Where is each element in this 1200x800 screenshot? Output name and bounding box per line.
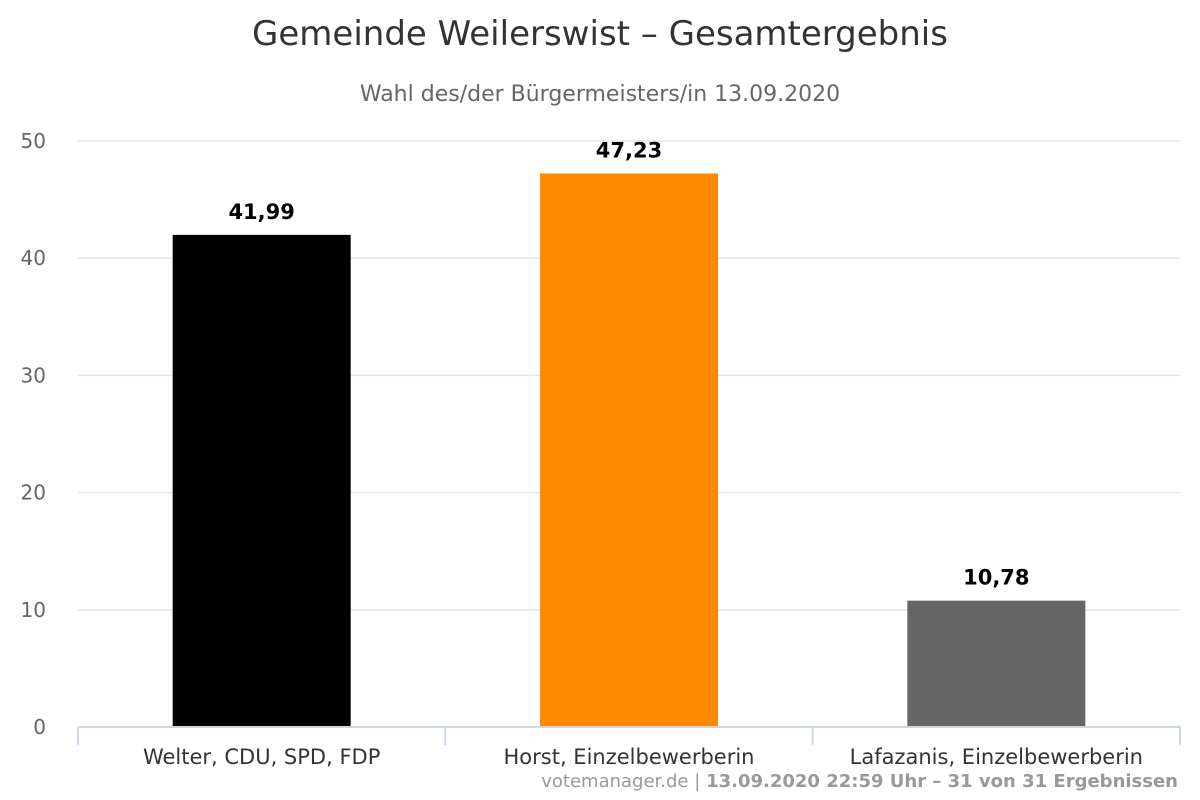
y-tick-label: 40 bbox=[21, 246, 46, 270]
y-axis-ticks: 0 10 20 30 40 50 bbox=[21, 129, 46, 739]
bar[interactable] bbox=[172, 234, 351, 727]
credits-separator: | bbox=[694, 771, 701, 792]
bar[interactable] bbox=[907, 600, 1086, 727]
credits-status: 13.09.2020 22:59 Uhr – 31 von 31 Ergebni… bbox=[706, 771, 1178, 792]
credits-source[interactable]: votemanager.de bbox=[541, 771, 689, 792]
chart-subtitle: Wahl des/der Bürgermeisters/in 13.09.202… bbox=[359, 82, 841, 107]
x-axis: Welter, CDU, SPD, FDP Horst, Einzelbewerb… bbox=[77, 726, 1181, 769]
y-tick-label: 50 bbox=[21, 129, 46, 153]
bar[interactable] bbox=[540, 173, 718, 727]
bars bbox=[172, 173, 1086, 727]
data-label: 10,78 bbox=[963, 566, 1029, 590]
y-tick-label: 30 bbox=[21, 363, 46, 387]
data-label: 47,23 bbox=[596, 138, 662, 162]
y-tick-label: 10 bbox=[21, 598, 46, 622]
credits[interactable]: votemanager.de | 13.09.2020 22:59 Uhr – … bbox=[541, 771, 1178, 792]
x-tick-label: Horst, Einzelbewerberin bbox=[504, 745, 755, 769]
data-label: 41,99 bbox=[228, 200, 294, 224]
y-tick-label: 20 bbox=[21, 481, 46, 505]
y-tick-label: 0 bbox=[33, 715, 46, 739]
x-tick-label: Lafazanis, Einzelbewerberin bbox=[850, 745, 1143, 769]
data-labels: 41,99 47,23 10,78 bbox=[228, 138, 1029, 589]
chart-title: Gemeinde Weilerswist – Gesamtergebnis bbox=[252, 14, 948, 54]
x-tick-label: Welter, CDU, SPD, FDP bbox=[143, 745, 380, 769]
